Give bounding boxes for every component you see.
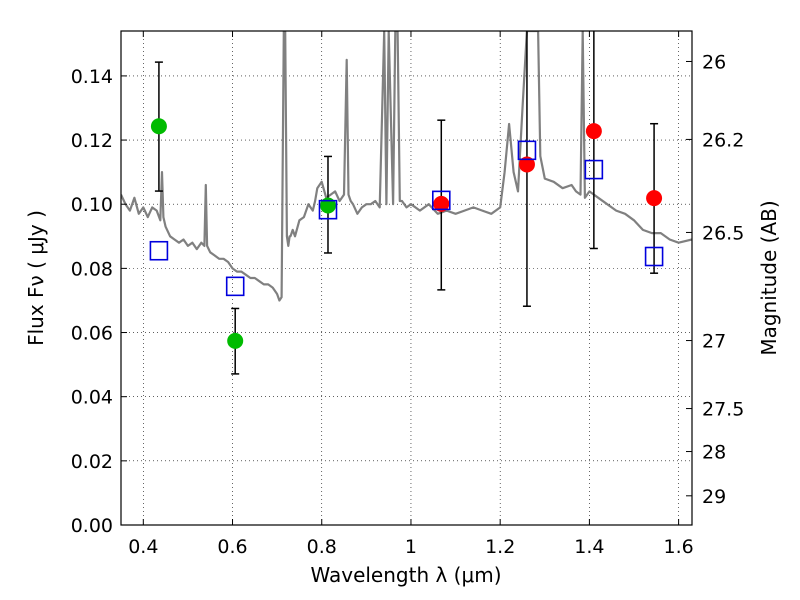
y-tick-label: 0.02	[71, 451, 113, 473]
y-tick-label: 0.08	[71, 258, 113, 280]
model-synthetic-point	[644, 246, 664, 267]
spectrum-layer	[121, 31, 692, 302]
plot-frame	[120, 30, 693, 526]
observed-red-point	[518, 156, 535, 173]
right-tick-label: 26	[702, 51, 726, 73]
x-tick-label: 0.8	[307, 536, 337, 558]
y-tick-label: 0.10	[71, 194, 113, 216]
x-tick-label: 1.6	[664, 536, 694, 558]
grid	[121, 31, 692, 526]
right-tick-label: 28	[702, 442, 726, 464]
model-synthetic-point	[318, 199, 338, 220]
model-synthetic-point	[149, 240, 169, 261]
observed-green-point	[319, 197, 336, 214]
right-tick-label: 27.5	[702, 399, 744, 421]
right-tick-label: 27	[702, 331, 726, 353]
x-axis: 0.4 0.6 0.8 1 1.2 1.4 1.6	[128, 31, 694, 558]
y-axis-label: Flux Fν ( μJy )	[24, 210, 48, 346]
spectrum-line	[121, 31, 692, 302]
x-tick-label: 1.2	[485, 536, 515, 558]
y-tick-label: 0.04	[71, 387, 113, 409]
right-axis-label: Magnitude (AB)	[757, 200, 781, 355]
model-synthetic-point	[431, 190, 451, 211]
observed-red-point	[585, 123, 602, 140]
model-synthetic-point	[517, 140, 537, 161]
observed-green-point	[227, 332, 244, 349]
x-tick-label: 0.4	[128, 536, 158, 558]
observed-red-point	[646, 190, 663, 207]
y-tick-label: 0.14	[71, 66, 113, 88]
model-synthetic-point	[584, 159, 604, 180]
right-tick-label: 26.2	[702, 129, 744, 151]
right-axis: 26 26.2 26.5 27 27.5 28 29	[686, 51, 744, 508]
y-axis: 0.00 0.02 0.04 0.06 0.08 0.10 0.12 0.14	[71, 66, 127, 537]
model-synthetic-point	[225, 276, 245, 297]
right-tick-label: 26.5	[702, 222, 744, 244]
x-tick-label: 0.6	[217, 536, 247, 558]
x-axis-label: Wavelength λ (μm)	[310, 563, 501, 587]
observed-red-point	[433, 195, 450, 212]
x-tick-label: 1.4	[574, 536, 604, 558]
marker-layer	[149, 118, 664, 349]
y-tick-label: 0.06	[71, 323, 113, 345]
y-tick-label: 0.12	[71, 130, 113, 152]
observed-green-point	[150, 118, 167, 135]
right-tick-label: 29	[702, 486, 726, 508]
x-tick-label: 1	[405, 536, 417, 558]
y-tick-label: 0.00	[71, 515, 113, 537]
